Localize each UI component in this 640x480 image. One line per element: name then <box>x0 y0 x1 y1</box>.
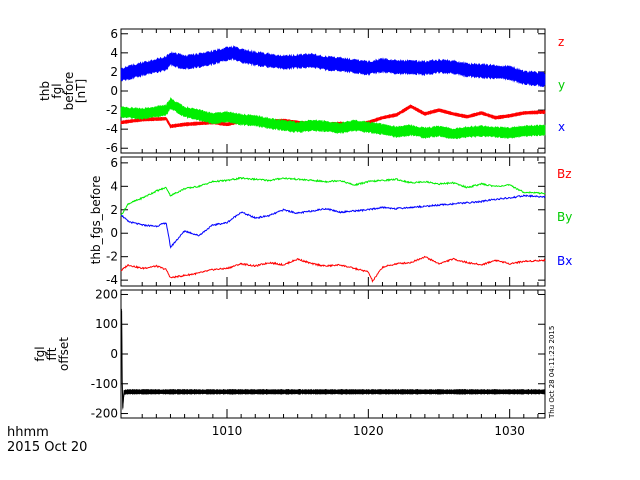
y-tick-label: 6 <box>110 156 118 170</box>
x-tick-label: 1020 <box>353 424 384 438</box>
y-ticks: 6 4 2 0 -2 -4 <box>106 156 545 287</box>
x-tick-label: 1030 <box>494 424 525 438</box>
y-tick-label: 0 <box>110 84 118 98</box>
legend-by: By <box>557 210 572 224</box>
series-group <box>120 308 546 410</box>
y-tick-label: 4 <box>110 46 118 60</box>
y-tick-label: -4 <box>106 273 118 287</box>
y-tick-label: -2 <box>106 250 118 264</box>
ylabel-line: fgl <box>33 346 47 361</box>
ylabel-line: fgl <box>50 83 64 98</box>
series-band-y <box>120 97 546 140</box>
legend-z: z <box>558 35 564 49</box>
series-line-Bx <box>120 194 546 249</box>
panel-thb-fgl-before: thb fgl before [nT] 6 4 2 0 -2 -4 -6 z y x <box>38 27 565 155</box>
y-tick-label: 0 <box>110 347 118 361</box>
y-tick-label: 200 <box>95 287 118 301</box>
plot-frame <box>120 156 546 287</box>
legend-x: x <box>558 120 565 134</box>
y-axis-label: thb_fgs_before <box>89 176 103 265</box>
series-line-Bz <box>120 255 546 283</box>
series-line-By <box>120 176 546 217</box>
legend-bz: Bz <box>557 167 572 181</box>
y-axis-label: fgl fft offset <box>33 337 71 371</box>
y-tick-label: -100 <box>91 377 118 391</box>
series-line-x <box>120 51 546 82</box>
ylabel-line: before <box>62 72 76 111</box>
y-tick-label: 6 <box>110 27 118 41</box>
y-axis-label: thb fgl before [nT] <box>38 72 88 111</box>
y-tick-label: 2 <box>110 203 118 217</box>
ylabel-line: thb <box>38 81 52 101</box>
y-tick-label: -4 <box>106 122 118 136</box>
y-tick-label: 2 <box>110 65 118 79</box>
x-ticks: 1010 1020 1030 <box>212 424 525 438</box>
plot-frame <box>120 289 546 419</box>
x-axis: 1010 1020 1030 hhmm 2015 Oct 20 <box>7 424 525 455</box>
x-axis-date: 2015 Oct 20 <box>7 440 87 455</box>
series-band-x <box>120 45 546 88</box>
legend: Bz By Bx <box>557 167 572 268</box>
series-line-y <box>120 103 546 135</box>
ylabel-line: thb_fgs_before <box>89 176 103 265</box>
series-band-offset <box>120 308 546 410</box>
series-line-offset <box>120 310 545 408</box>
y-tick-label: -200 <box>91 407 118 421</box>
x-axis-title: hhmm <box>7 425 49 440</box>
y-tick-label: 0 <box>110 226 118 240</box>
y-tick-label: 100 <box>95 317 118 331</box>
y-ticks: 200 100 0 -100 -200 <box>91 287 545 421</box>
panel-fgl-fft-offset: fgl fft offset 200 100 0 -100 -200 Thu Oct 2… <box>33 287 556 420</box>
legend-bx: Bx <box>557 254 572 268</box>
series-group <box>120 45 546 140</box>
y-tick-label: 4 <box>110 179 118 193</box>
legend: z y x <box>558 35 565 134</box>
ylabel-line: offset <box>57 337 71 371</box>
y-tick-label: -2 <box>106 103 118 117</box>
legend-y: y <box>558 78 565 92</box>
ylabel-line: fft <box>45 347 59 360</box>
timestamp: Thu Oct 28 04:11:23 2015 <box>548 326 556 419</box>
ylabel-line: [nT] <box>74 79 88 103</box>
y-tick-label: -6 <box>106 141 118 155</box>
series-group <box>120 176 546 283</box>
panel-thb-fgs-before: thb_fgs_before 6 4 2 0 -2 -4 Bz By Bx <box>89 156 572 287</box>
x-tick-label: 1010 <box>212 424 243 438</box>
